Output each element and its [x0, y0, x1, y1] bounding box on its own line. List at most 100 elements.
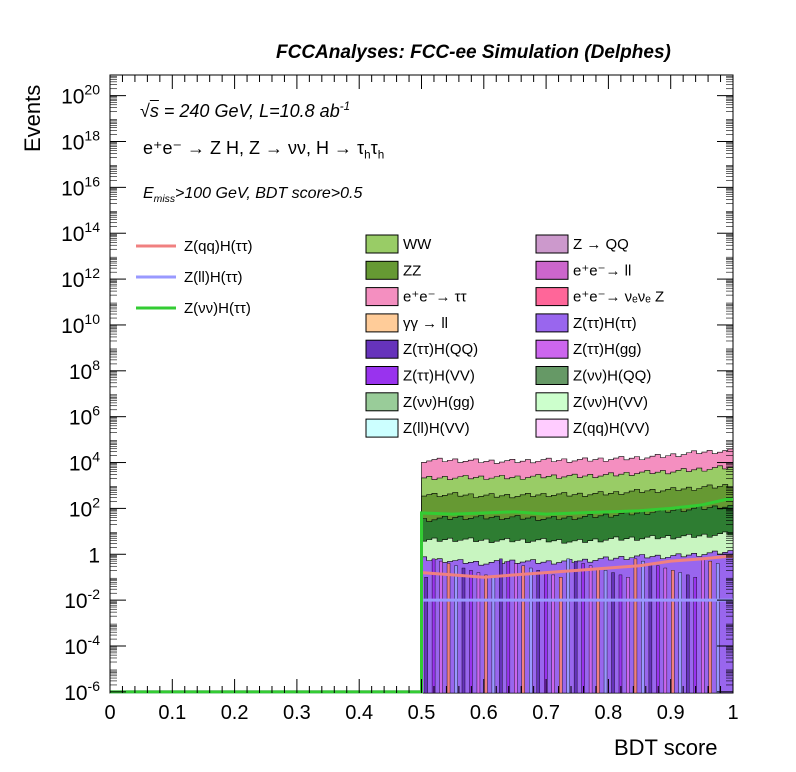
legend-box-label-12: Z(νν)H(gg) [403, 394, 475, 411]
y-tick-label-12: 1018 [61, 128, 100, 155]
process-sub2: h [377, 148, 385, 162]
low-stat-bar-0 [424, 576, 428, 694]
low-stat-bar-14 [529, 567, 533, 694]
x-tick-label-0: 0 [104, 702, 115, 724]
low-stat-bar-38 [708, 560, 712, 694]
low-stat-bar-35 [686, 574, 690, 694]
low-stat-bar-20 [573, 560, 578, 694]
low-stat-bar-23 [596, 567, 600, 694]
legend-box-label-9: Z(ττ)H(gg) [573, 341, 642, 358]
x-axis-label: BDT score [614, 735, 718, 760]
legend-box-label-5: e⁺e⁻→ νₑνₑ Z [573, 289, 664, 306]
legend-box-swatch-1 [535, 234, 569, 254]
process-mid: τ [370, 138, 378, 158]
energy-rest: = 240 GeV, L=10.8 ab [158, 101, 340, 121]
legend-box-label-13: Z(νν)H(VV) [573, 394, 648, 411]
low-stat-bar-11 [506, 560, 511, 694]
legend-box-swatch-15 [535, 418, 569, 438]
y-tick-label-3: 1 [88, 544, 100, 567]
x-tick-label-7: 0.7 [532, 702, 560, 724]
legend-box-label-3: e⁺e⁻→ ll [573, 262, 631, 279]
cut-rest: >100 GeV, BDT score>0.5 [175, 185, 363, 202]
chart-header-title: FCCAnalyses: FCC-ee Simulation (Delphes) [276, 42, 671, 63]
low-stat-bar-31 [656, 565, 660, 694]
legend-box-label-8: Z(ττ)H(QQ) [403, 341, 478, 358]
low-stat-bar-4 [454, 565, 458, 694]
legend-line-label-0: Z(qq)H(ττ) [184, 238, 253, 255]
legend-box-swatch-9 [535, 339, 569, 359]
energy-annotation: √s = 240 GeV, L=10.8 ab-1 [140, 100, 351, 121]
x-tick-label-2: 0.2 [221, 702, 249, 724]
low-stat-bar-28 [633, 558, 638, 694]
y-tick-label-9: 1012 [61, 265, 100, 292]
legend-box-label-0: WW [403, 236, 432, 253]
legend-box-swatch-0 [365, 234, 399, 254]
legend-box-swatch-11 [535, 366, 569, 385]
y-tick-label-13: 1020 [61, 82, 100, 109]
legend-box-swatch-12 [365, 392, 399, 412]
low-stat-bar-22 [588, 565, 593, 694]
y-tick-label-7: 108 [69, 357, 100, 384]
legend-box-swatch-4 [365, 287, 399, 307]
process-sub1: h [364, 148, 371, 162]
x-tick-label-1: 0.1 [158, 702, 186, 724]
legend-box-label-7: Z(ττ)H(ττ) [573, 315, 637, 332]
legend-line-label-2: Z(νν)H(ττ) [184, 300, 251, 317]
low-stat-bar-5 [461, 567, 466, 694]
low-stat-bar-8 [484, 574, 488, 694]
legend-box-swatch-5 [535, 287, 569, 307]
x-tick-label-5: 0.5 [408, 702, 436, 724]
legend-box-swatch-14 [365, 418, 399, 438]
low-stat-bar-16 [544, 572, 548, 694]
legend-box-swatch-10 [365, 366, 399, 385]
legend-box-swatch-6 [365, 313, 399, 333]
low-stat-bar-25 [611, 572, 615, 694]
y-tick-label-0: 10-6 [64, 678, 100, 705]
low-stat-bar-33 [671, 570, 675, 694]
x-tick-label-3: 0.3 [283, 702, 311, 724]
legend-box-swatch-7 [535, 313, 569, 333]
low-stat-bar-2 [439, 560, 443, 694]
legend-box-swatch-2 [365, 260, 399, 280]
legend-box-label-2: ZZ [403, 262, 421, 279]
y-tick-label-10: 1014 [61, 219, 100, 246]
low-stat-bar-39 [715, 563, 720, 694]
x-tick-label-10: 1 [727, 702, 738, 724]
low-stat-bar-17 [551, 574, 555, 694]
low-stat-bar-10 [499, 558, 503, 694]
x-tick-label-9: 0.9 [657, 702, 685, 724]
low-stat-bar-9 [491, 576, 496, 694]
low-stat-bar-7 [476, 572, 481, 694]
low-stat-bar-12 [514, 563, 518, 694]
energy-sup: -1 [339, 100, 351, 113]
legend-box-swatch-13 [535, 392, 569, 412]
low-stat-bar-26 [618, 574, 623, 694]
low-stat-bar-6 [469, 570, 473, 694]
low-stat-bar-32 [663, 567, 668, 694]
legend-box-label-1: Z → QQ [573, 236, 629, 253]
low-stat-bar-29 [641, 560, 645, 694]
y-tick-label-2: 10-2 [64, 586, 100, 613]
low-stat-bar-13 [521, 565, 526, 694]
y-tick-label-6: 106 [69, 403, 100, 430]
y-tick-label-4: 102 [69, 494, 100, 521]
energy-prefix: s [149, 101, 159, 121]
signal-line-2 [110, 497, 733, 694]
process-annotation: e⁺e⁻ → Z H, Z → νν, H → τhτh [143, 138, 384, 162]
low-stat-bar-21 [581, 563, 585, 694]
legend-box-label-11: Z(νν)H(QQ) [573, 368, 651, 385]
legend-box-label-15: Z(qq)H(VV) [573, 420, 650, 437]
y-tick-label-8: 1010 [61, 311, 100, 338]
legend-box-label-4: e⁺e⁻→ ττ [403, 289, 467, 306]
cut-annotation: Emiss>100 GeV, BDT score>0.5 [143, 185, 362, 205]
x-tick-label-6: 0.6 [470, 702, 498, 724]
legend-box-swatch-8 [365, 339, 399, 359]
low-stat-bar-18 [558, 576, 563, 694]
low-stat-bar-34 [678, 572, 682, 694]
low-stat-bar-30 [648, 563, 653, 694]
legend-line-label-1: Z(ll)H(ττ) [184, 269, 243, 286]
y-tick-label-11: 1016 [61, 173, 100, 200]
low-stat-bar-19 [566, 558, 570, 694]
